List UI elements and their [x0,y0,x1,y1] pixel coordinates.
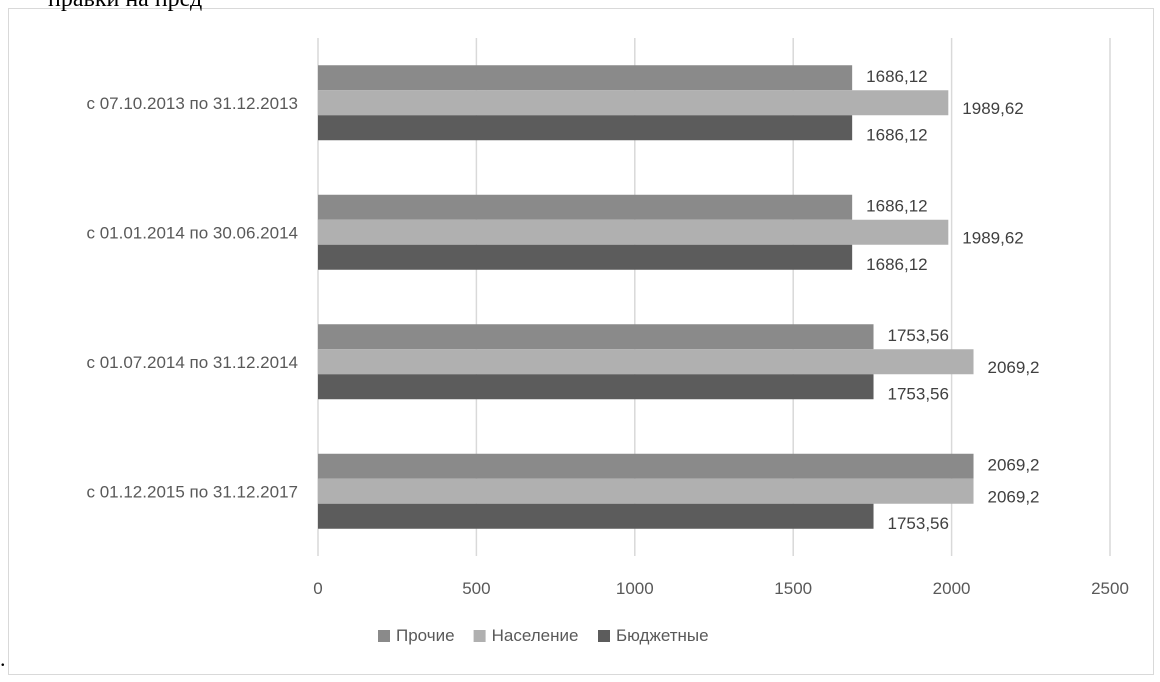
bar-2 [318,90,949,116]
bar-2 [318,349,974,375]
category-label: с 01.07.2014 по 31.12.2014 [87,353,299,372]
legend-label: Бюджетные [616,626,709,645]
x-tick-label: 1000 [616,579,654,598]
data-label: 1753,56 [888,326,949,345]
bar-2 [318,478,974,504]
bar-3 [318,244,853,270]
data-label: 1686,12 [866,196,927,215]
bar-1 [318,324,874,350]
legend-label: Население [492,626,579,645]
x-tick-label: 1500 [774,579,812,598]
bar-1 [318,194,853,220]
bar-2 [318,219,949,245]
data-label: 1989,62 [962,99,1023,118]
x-tick-label: 500 [462,579,490,598]
category-label: с 01.12.2015 по 31.12.2017 [87,482,299,501]
data-label: 1989,62 [962,228,1023,247]
bar-1 [318,453,974,479]
bar-3 [318,374,874,400]
x-tick-label: 2500 [1091,579,1129,598]
data-label: 1686,12 [866,67,927,86]
category-label: с 07.10.2013 по 31.12.2013 [87,94,299,113]
data-label: 1753,56 [888,514,949,533]
legend-swatch-1 [378,630,390,642]
data-label: 2069,2 [988,455,1040,474]
data-label: 1753,56 [888,384,949,403]
chart-border [8,8,1154,675]
legend-swatch-2 [473,630,486,642]
data-label: 2069,2 [988,487,1040,506]
data-label: 1686,12 [866,125,927,144]
data-label: 2069,2 [988,358,1040,377]
legend-swatch-3 [598,630,610,642]
page-header-text: правки на пред [48,0,202,13]
data-label: 1686,12 [866,255,927,274]
x-tick-label: 2000 [933,579,971,598]
bar-1 [318,65,853,91]
x-tick-label: 0 [313,579,322,598]
bar-3 [318,503,874,529]
bar-3 [318,115,853,141]
category-label: с 01.01.2014 по 30.06.2014 [87,223,299,242]
trailing-dot: . [0,646,6,671]
legend-label: Прочие [396,626,455,645]
